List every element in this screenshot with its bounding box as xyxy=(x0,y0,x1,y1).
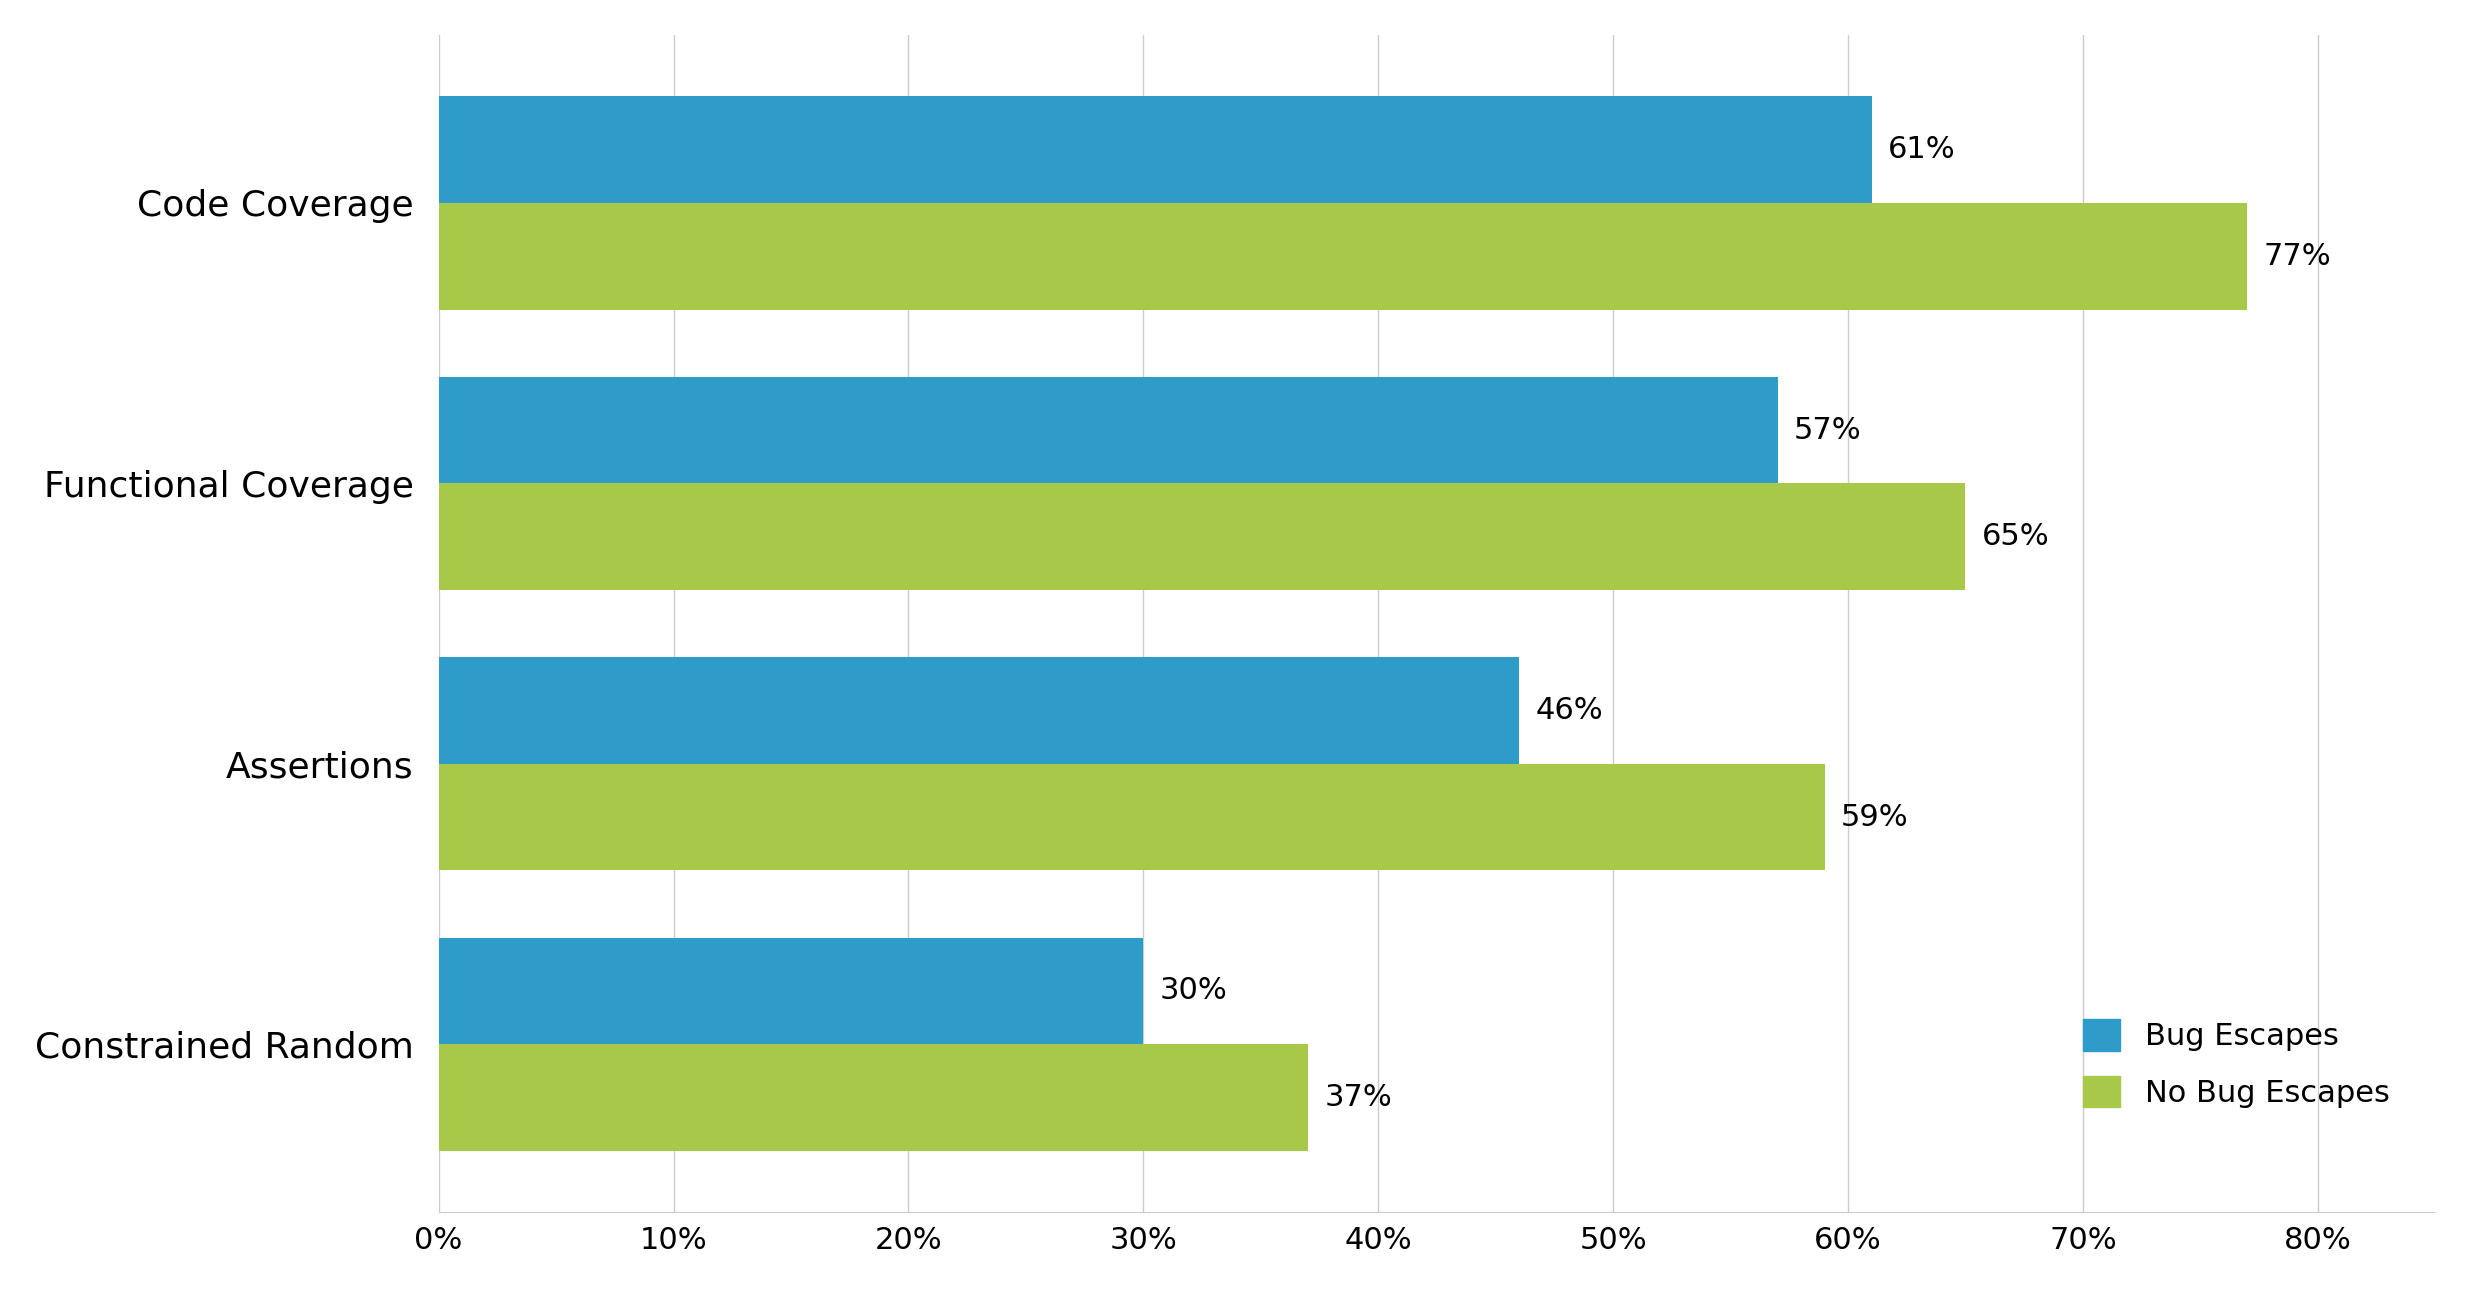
Text: 46%: 46% xyxy=(1536,697,1603,725)
Text: 37%: 37% xyxy=(1324,1082,1393,1112)
Legend: Bug Escapes, No Bug Escapes: Bug Escapes, No Bug Escapes xyxy=(2053,988,2421,1138)
Text: 57%: 57% xyxy=(1793,415,1862,445)
Text: 30%: 30% xyxy=(1161,977,1228,1005)
Text: 59%: 59% xyxy=(1840,802,1909,832)
Bar xyxy=(440,203,2248,310)
Bar xyxy=(440,97,1872,203)
Text: 77%: 77% xyxy=(2265,241,2332,271)
Bar xyxy=(440,657,1519,764)
Bar xyxy=(440,484,1966,590)
Bar xyxy=(440,377,1778,484)
Text: 65%: 65% xyxy=(1981,522,2050,551)
Bar xyxy=(440,1044,1307,1151)
Text: 61%: 61% xyxy=(1887,135,1956,164)
Bar xyxy=(440,764,1825,871)
Bar xyxy=(440,938,1144,1044)
